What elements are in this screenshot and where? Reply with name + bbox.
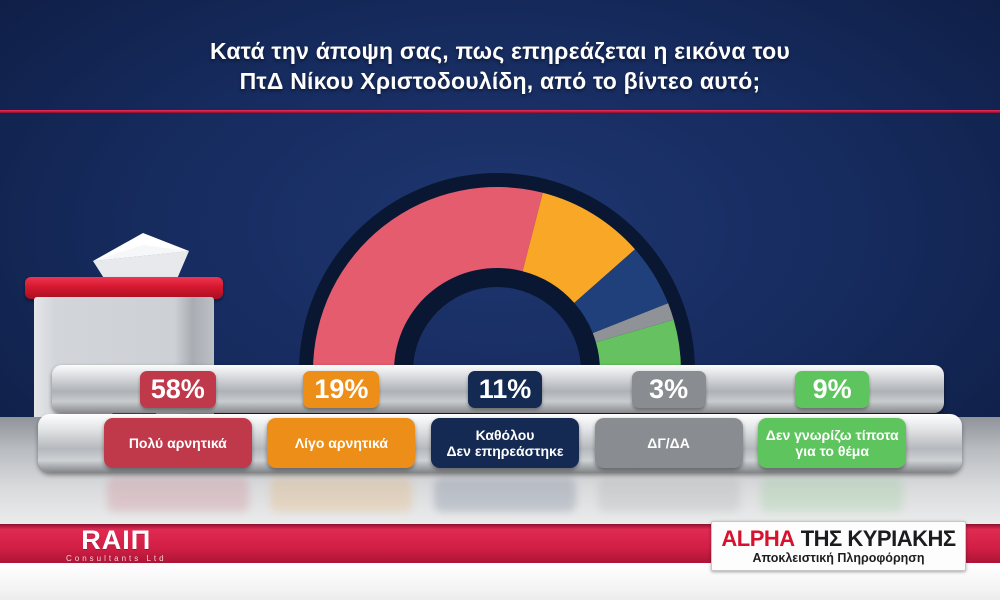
result-column-0: 58% Πολύ αρνητικά (96, 365, 260, 475)
result-column-1: 19% Λίγο αρνητικά (260, 365, 424, 475)
rai-consultants-logo: RAIΠ Consultants Ltd (66, 525, 167, 564)
answer-label-box: Καθόλου Δεν επηρεάστηκε (430, 418, 579, 468)
reflection-ghost (260, 478, 424, 522)
alpha-title-rest: ΤΗΣ ΚΥΡΙΑΚΗΣ (800, 526, 956, 551)
rai-logo-text: RAIΠ (81, 525, 152, 555)
answer-label-box: ΔΓ/ΔΑ (594, 418, 743, 468)
result-column-4: 9% Δεν γνωρίζω τίποτα για το θέμα (750, 365, 914, 475)
label-reflections (96, 478, 914, 522)
percent-badge: 19% (303, 371, 380, 408)
reflection-ghost (96, 478, 260, 522)
envelope-icon (93, 233, 189, 283)
percent-badge: 3% (631, 371, 706, 408)
result-column-3: 3% ΔΓ/ΔΑ (587, 365, 751, 475)
results-row: 58% Πολύ αρνητικά 19% Λίγο αρνητικά 11% Καθόλ… (96, 365, 914, 475)
answer-label-line: για το θέμα (795, 443, 869, 459)
answer-label-line: Λίγο αρνητικά (294, 435, 388, 451)
donut-segment-2 (574, 249, 669, 334)
alpha-brand-text: ALPHA (721, 526, 795, 551)
title-line-1: Κατά την άποψη σας, πως επηρεάζεται η ει… (210, 38, 790, 64)
answer-label-line: ΔΓ/ΔΑ (647, 435, 690, 451)
reflection-ghost (587, 478, 751, 522)
answer-label-box: Πολύ αρνητικά (103, 418, 252, 468)
percent-badge: 9% (795, 371, 870, 408)
red-divider-line (0, 110, 1000, 113)
answer-label-box: Δεν γνωρίζω τίποτα για το θέμα (758, 418, 907, 468)
donut-segment-3 (592, 303, 674, 343)
percent-badge: 58% (139, 371, 216, 408)
answer-label-line: Δεν γνωρίζω τίποτα (765, 427, 899, 443)
donut-segment-4 (595, 319, 681, 371)
donut-segment-0 (313, 187, 543, 371)
alpha-badge-subtitle: Αποκλειστική Πληροφόρηση (752, 551, 925, 565)
reflection-ghost (423, 478, 587, 522)
reflection-ghost (750, 478, 914, 522)
answer-label-box: Λίγο αρνητικά (267, 418, 416, 468)
alpha-tis-kyriakis-badge: ALPHA ΤΗΣ ΚΥΡΙΑΚΗΣ Αποκλειστική Πληροφόρη… (711, 521, 966, 571)
answer-label-line: Καθόλου (475, 427, 535, 443)
result-column-2: 11% Καθόλου Δεν επηρεάστηκε (423, 365, 587, 475)
alpha-badge-title: ALPHA ΤΗΣ ΚΥΡΙΑΚΗΣ (721, 526, 956, 551)
answer-label-line: Δεν επηρεάστηκε (446, 443, 564, 459)
donut-segment-1 (522, 192, 635, 303)
donut-outline-ring (299, 173, 695, 371)
poll-question-title: Κατά την άποψη σας, πως επηρεάζεται η ει… (0, 36, 1000, 96)
title-line-2: ΠτΔ Νίκου Χριστοδουλίδη, από το βίντεο α… (239, 68, 761, 94)
percent-badge: 11% (467, 371, 543, 408)
answer-label-line: Πολύ αρνητικά (128, 435, 227, 451)
rai-logo-subtext: Consultants Ltd (66, 554, 167, 563)
ballot-box-lid (25, 277, 223, 299)
